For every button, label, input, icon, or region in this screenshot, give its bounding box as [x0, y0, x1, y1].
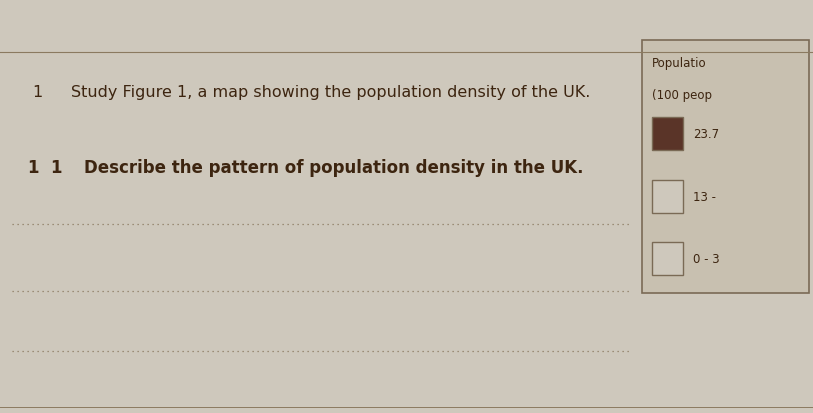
Text: 23.7: 23.7 — [693, 128, 719, 141]
FancyBboxPatch shape — [652, 180, 683, 213]
Text: Study Figure 1, a map showing the population density of the UK.: Study Figure 1, a map showing the popula… — [71, 85, 590, 100]
Text: 1  1: 1 1 — [28, 159, 63, 177]
Text: 1: 1 — [33, 85, 43, 100]
Text: 13 -: 13 - — [693, 190, 715, 203]
FancyBboxPatch shape — [642, 40, 809, 293]
Text: 0 - 3: 0 - 3 — [693, 252, 720, 265]
Text: Populatio: Populatio — [652, 57, 706, 69]
FancyBboxPatch shape — [652, 118, 683, 151]
FancyBboxPatch shape — [652, 242, 683, 275]
Text: (100 peop: (100 peop — [652, 88, 712, 102]
Text: Describe the pattern of population density in the UK.: Describe the pattern of population densi… — [84, 159, 583, 177]
